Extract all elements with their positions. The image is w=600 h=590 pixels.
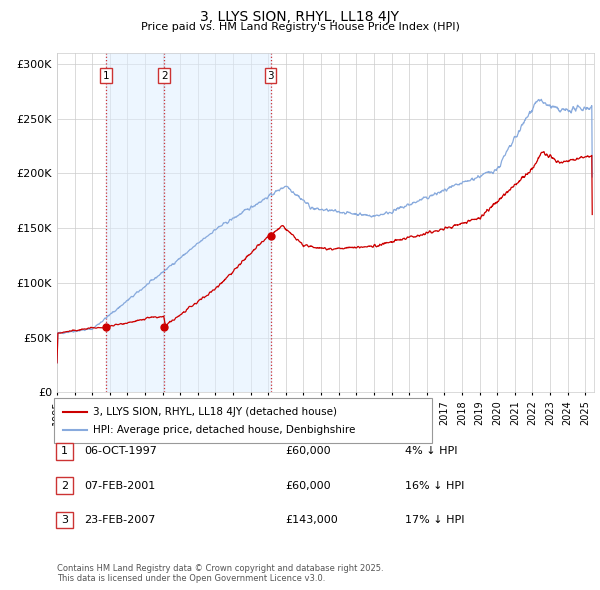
Text: 3, LLYS SION, RHYL, LL18 4JY (detached house): 3, LLYS SION, RHYL, LL18 4JY (detached h… bbox=[93, 407, 337, 417]
Text: 3, LLYS SION, RHYL, LL18 4JY: 3, LLYS SION, RHYL, LL18 4JY bbox=[200, 10, 400, 24]
Text: 16% ↓ HPI: 16% ↓ HPI bbox=[405, 481, 464, 490]
Text: 4% ↓ HPI: 4% ↓ HPI bbox=[405, 447, 457, 456]
Text: 3: 3 bbox=[267, 71, 274, 81]
Text: Price paid vs. HM Land Registry's House Price Index (HPI): Price paid vs. HM Land Registry's House … bbox=[140, 22, 460, 32]
Text: 1: 1 bbox=[103, 71, 109, 81]
Bar bbox=[164, 53, 271, 392]
Bar bbox=[106, 53, 164, 392]
Text: 2: 2 bbox=[61, 481, 68, 490]
Text: 17% ↓ HPI: 17% ↓ HPI bbox=[405, 515, 464, 525]
Text: £60,000: £60,000 bbox=[285, 447, 331, 456]
Text: £60,000: £60,000 bbox=[285, 481, 331, 490]
Text: HPI: Average price, detached house, Denbighshire: HPI: Average price, detached house, Denb… bbox=[93, 425, 355, 435]
Text: 06-OCT-1997: 06-OCT-1997 bbox=[84, 447, 157, 456]
Text: Contains HM Land Registry data © Crown copyright and database right 2025.
This d: Contains HM Land Registry data © Crown c… bbox=[57, 563, 383, 583]
Text: 07-FEB-2001: 07-FEB-2001 bbox=[84, 481, 155, 490]
Text: £143,000: £143,000 bbox=[285, 515, 338, 525]
Text: 3: 3 bbox=[61, 515, 68, 525]
Text: 1: 1 bbox=[61, 447, 68, 456]
Text: 2: 2 bbox=[161, 71, 167, 81]
Text: 23-FEB-2007: 23-FEB-2007 bbox=[84, 515, 155, 525]
